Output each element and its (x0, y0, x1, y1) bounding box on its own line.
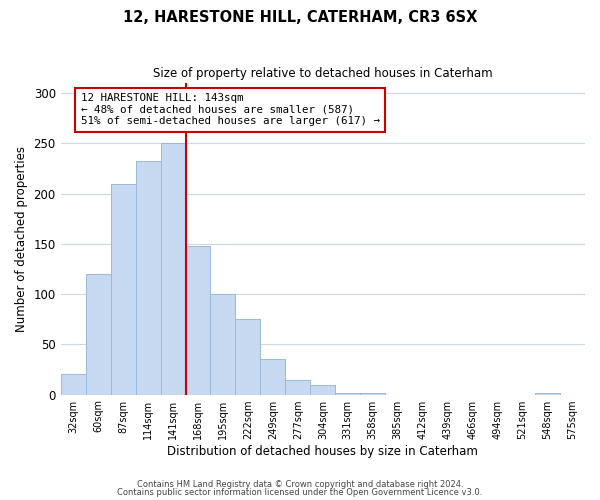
Bar (535, 392, 560, 394)
Bar (335, 392, 360, 394)
Text: 12, HARESTONE HILL, CATERHAM, CR3 6SX: 12, HARESTONE HILL, CATERHAM, CR3 6SX (123, 10, 477, 25)
Y-axis label: Number of detached properties: Number of detached properties (15, 146, 28, 332)
Text: 12 HARESTONE HILL: 143sqm
← 48% of detached houses are smaller (587)
51% of semi: 12 HARESTONE HILL: 143sqm ← 48% of detac… (80, 93, 380, 126)
Bar (260, 360, 286, 394)
Bar (310, 384, 335, 394)
Title: Size of property relative to detached houses in Caterham: Size of property relative to detached ho… (153, 68, 493, 80)
Bar (86, 274, 110, 394)
Bar (136, 162, 161, 394)
Bar (235, 319, 260, 394)
Bar (286, 380, 310, 394)
Bar (110, 184, 136, 394)
Bar (61, 374, 86, 394)
Text: Contains public sector information licensed under the Open Government Licence v3: Contains public sector information licen… (118, 488, 482, 497)
Bar (360, 392, 385, 394)
Bar (161, 144, 185, 394)
Bar (211, 294, 235, 394)
Text: Contains HM Land Registry data © Crown copyright and database right 2024.: Contains HM Land Registry data © Crown c… (137, 480, 463, 489)
X-axis label: Distribution of detached houses by size in Caterham: Distribution of detached houses by size … (167, 444, 478, 458)
Bar (185, 246, 211, 394)
